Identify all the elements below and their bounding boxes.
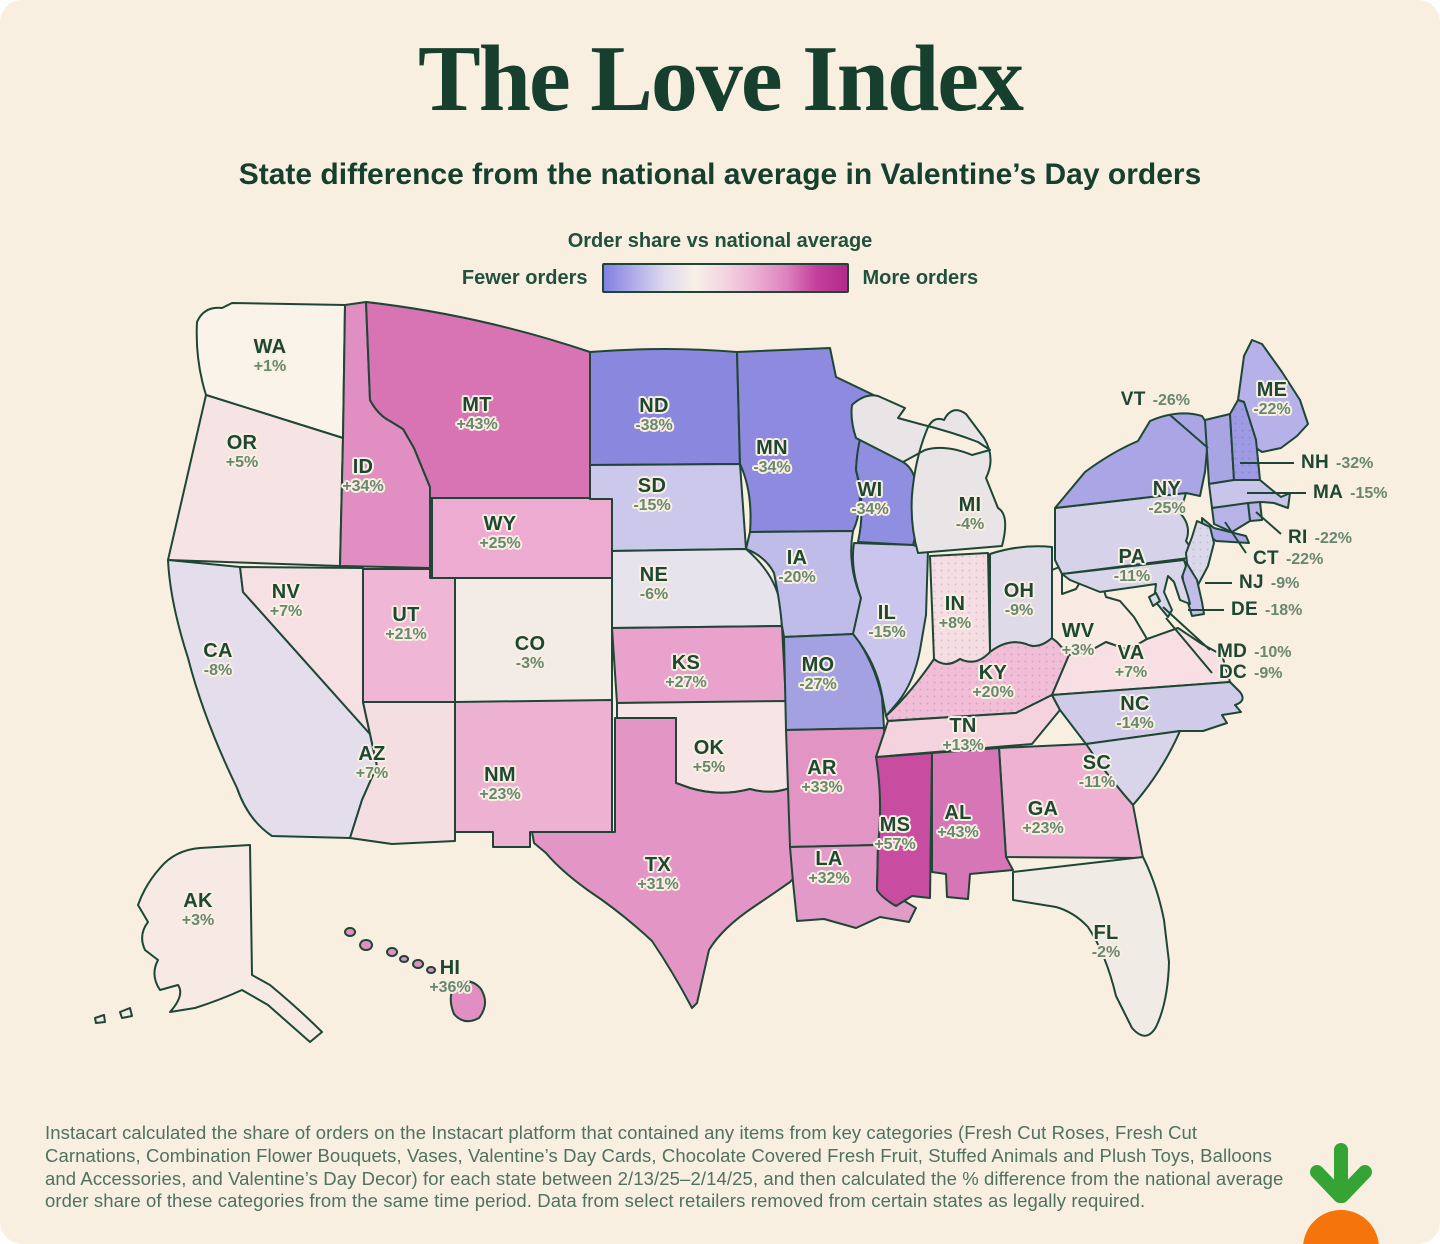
state-shape-ms: [875, 752, 933, 907]
state-shape-ne: [611, 548, 783, 629]
state-shape-oh: [989, 545, 1053, 653]
state-shape-ks: [611, 625, 787, 704]
callout-line-ri: [1255, 511, 1282, 535]
callout-line-ct: [1224, 521, 1247, 554]
legend-label-fewer: Fewer orders: [461, 266, 588, 289]
state-shape-tx: [531, 717, 804, 1009]
state-shape-nc: [1051, 681, 1244, 745]
state-shape-nm: [454, 699, 613, 848]
state-shape-co: [454, 577, 613, 703]
state-shape-mi: [850, 394, 1007, 554]
state-shape-hi: [344, 927, 486, 1023]
legend-title: Order share vs national average: [567, 230, 873, 252]
state-shape-wy: [431, 497, 613, 579]
state-texture-in: [930, 553, 990, 664]
state-shape-ia: [745, 530, 862, 638]
state-shape-dc: [1148, 592, 1161, 607]
methodology-footnote: Instacart calculated the share of orders…: [45, 1122, 1284, 1212]
callout-line-md: [1162, 606, 1211, 651]
state-shape-ak: [94, 844, 323, 1043]
callout-line-vt: [1169, 414, 1209, 449]
state-shape-al: [931, 747, 1014, 900]
page-subtitle: State difference from the national avera…: [238, 158, 1202, 191]
state-shape-ga: [998, 743, 1144, 859]
state-shape-nd: [589, 348, 741, 466]
state-texture-ky: [886, 638, 1069, 721]
state-shape-ut: [362, 568, 456, 703]
legend-row: Fewer orders More orders: [0, 263, 1440, 293]
states-layer: [94, 301, 1309, 1043]
state-shape-sd: [589, 463, 747, 552]
color-legend: Order share vs national average Fewer or…: [0, 230, 1440, 293]
state-texture-nh: [1230, 400, 1260, 480]
callout-lines-layer: [1162, 414, 1306, 674]
legend-label-more: More orders: [862, 266, 979, 289]
state-shape-fl: [1012, 856, 1170, 1037]
state-shape-wv: [1051, 565, 1148, 656]
carrot-leaf-icon: [1310, 1143, 1372, 1203]
state-texture-nj: [1186, 521, 1214, 585]
legend-gradient-bar: [601, 263, 849, 293]
instacart-carrot-logo: [1303, 1143, 1379, 1244]
state-shape-ar: [785, 727, 886, 848]
state-shape-il: [851, 542, 929, 717]
callout-line-dc: [1165, 617, 1213, 674]
state-shape-ca: [167, 559, 378, 839]
carrot-body-icon: [1303, 1210, 1379, 1244]
page-title: The Love Index: [418, 27, 1024, 131]
state-shape-ct: [1211, 502, 1251, 533]
